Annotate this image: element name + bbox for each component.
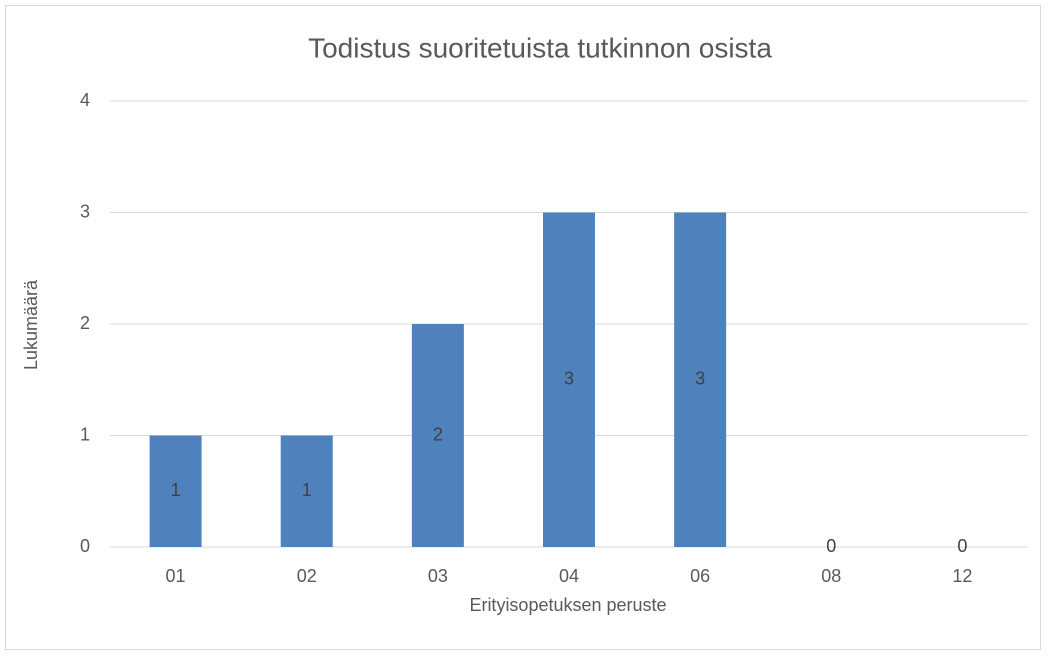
x-tick-label: 12 [952, 566, 972, 586]
y-tick-label: 1 [80, 424, 90, 444]
data-label: 0 [957, 536, 967, 556]
data-label: 3 [695, 369, 705, 389]
x-tick-label: 08 [821, 566, 841, 586]
bar [149, 435, 202, 547]
x-tick-label: 06 [690, 566, 710, 586]
y-axis-label: Lukumäärä [21, 279, 41, 370]
chart-border [5, 5, 1041, 650]
bar [280, 435, 333, 547]
x-tick-label: 04 [559, 566, 579, 586]
x-tick-label: 01 [166, 566, 186, 586]
data-label: 1 [171, 480, 181, 500]
y-tick-label: 0 [80, 536, 90, 556]
bar [411, 324, 464, 547]
y-tick-label: 3 [80, 201, 90, 221]
x-axis-label: Erityisopetuksen peruste [469, 595, 666, 615]
data-label: 2 [433, 424, 443, 444]
data-label: 0 [826, 536, 836, 556]
y-tick-label: 2 [80, 313, 90, 333]
x-tick-label: 02 [297, 566, 317, 586]
bar [543, 212, 595, 547]
bar [674, 212, 727, 547]
chart-title: Todistus suoritetuista tutkinnon osista [308, 32, 772, 63]
x-tick-label: 03 [428, 566, 448, 586]
data-label: 3 [564, 369, 574, 389]
data-label: 1 [302, 480, 312, 500]
y-tick-label: 4 [80, 90, 90, 110]
